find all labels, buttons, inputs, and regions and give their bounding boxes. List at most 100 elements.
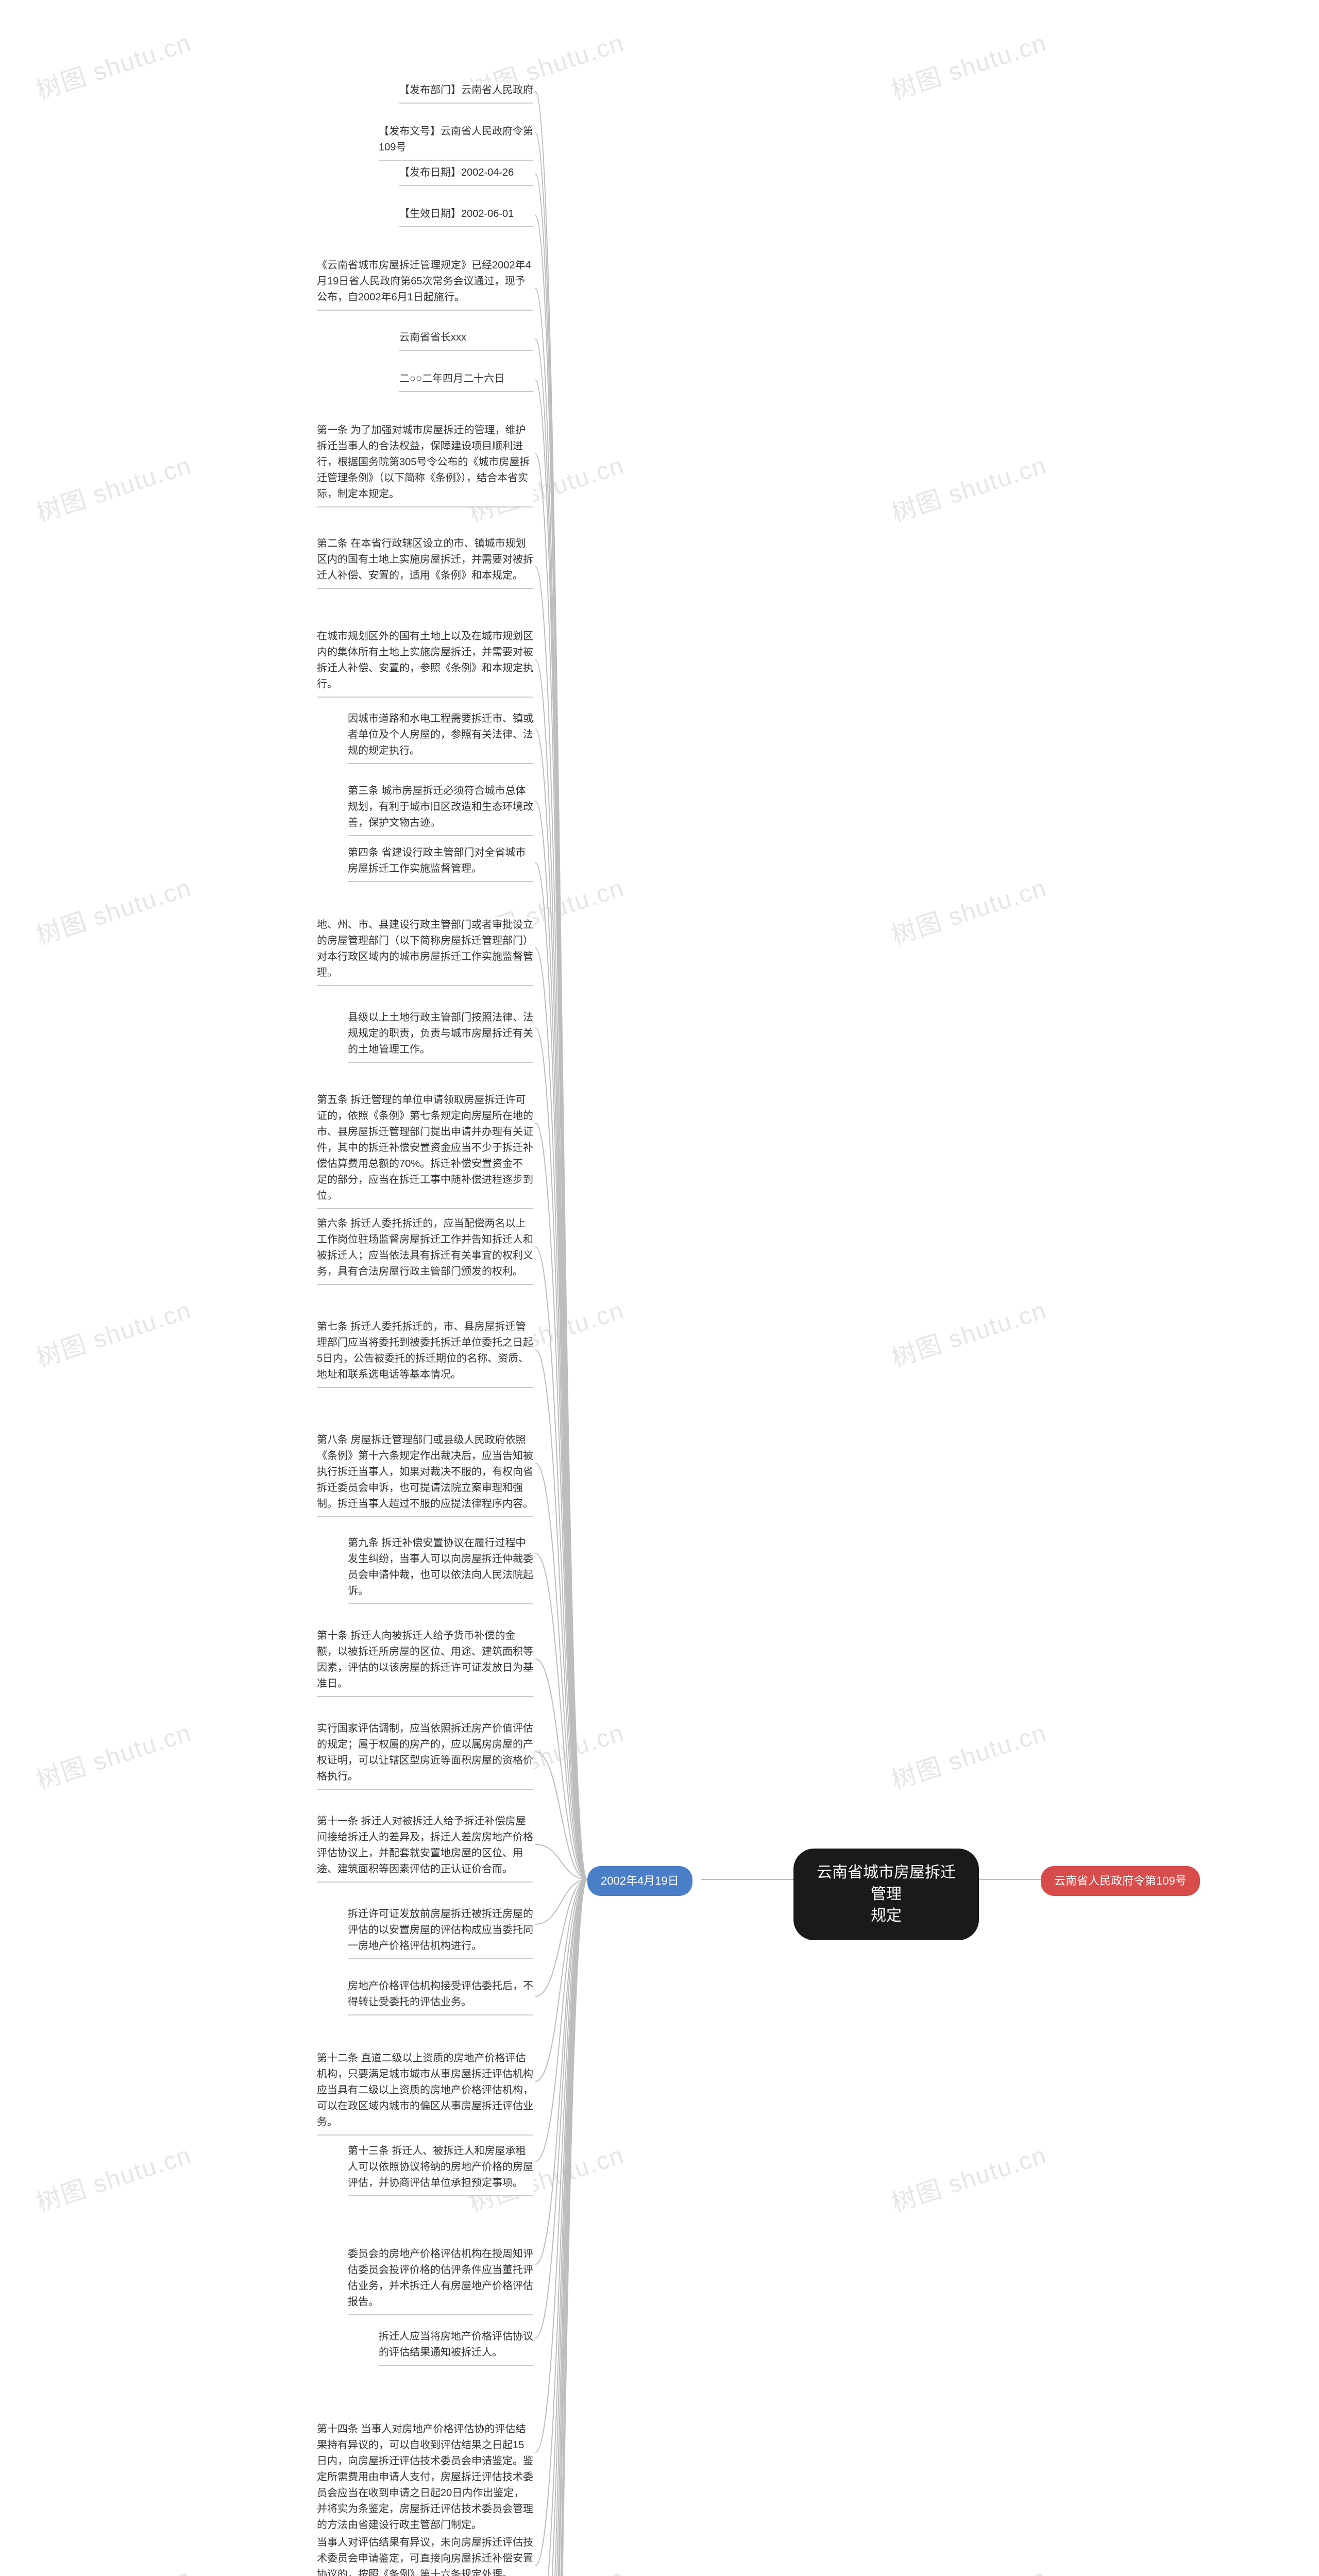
- leaf-underline: [317, 1882, 533, 1883]
- leaf-item[interactable]: 在城市规划区外的国有土地上以及在城市规划区内的集体所有土地上实施房屋拆迁，并需要…: [317, 629, 533, 698]
- leaf-text: 因城市道路和水电工程需要拆迁市、镇或者单位及个人房屋的，参照有关法律、法规的规定…: [348, 711, 533, 762]
- watermark: 树图 shutu.cn: [886, 22, 1051, 106]
- leaf-underline: [399, 103, 533, 104]
- leaf-item[interactable]: 云南省省长xxx: [399, 330, 533, 351]
- leaf-underline: [348, 2314, 533, 2315]
- leaf-underline: [317, 506, 533, 507]
- leaf-text: 房地产价格评估机构接受评估委托后，不得转让受委托的评估业务。: [348, 1978, 533, 2013]
- leaf-text: 【发布日期】2002-04-26: [399, 165, 533, 184]
- leaf-underline: [317, 310, 533, 311]
- leaf-item[interactable]: 第十一条 拆迁人对被拆迁人给予拆迁补偿房屋间接给拆迁人的差异及，拆迁人差房房地产…: [317, 1814, 533, 1883]
- leaf-underline: [317, 1284, 533, 1285]
- root-node[interactable]: 云南省城市房屋拆迁管理 规定: [793, 1849, 979, 1940]
- leaf-underline: [399, 391, 533, 392]
- leaf-text: 【发布文号】云南省人民政府令第109号: [379, 124, 533, 159]
- watermark: 树图 shutu.cn: [31, 867, 195, 951]
- leaf-underline: [399, 185, 533, 186]
- leaf-item[interactable]: 当事人对评估结果有异议，未向房屋拆迁评估技术委员会申请鉴定，可直接向房屋拆迁补偿…: [317, 2535, 533, 2576]
- root-line2: 规定: [871, 1907, 902, 1924]
- leaf-underline: [317, 1789, 533, 1790]
- leaf-item[interactable]: 第二条 在本省行政辖区设立的市、镇城市规划区内的国有土地上实施房屋拆迁，并需要对…: [317, 536, 533, 589]
- leaf-item[interactable]: 二○○二年四月二十六日: [399, 371, 533, 392]
- leaf-item[interactable]: 【生效日期】2002-06-01: [399, 206, 533, 227]
- leaf-text: 第十条 拆迁人向被拆迁人给予货币补偿的金额，以被拆迁所房屋的区位、用途、建筑面积…: [317, 1628, 533, 1695]
- leaf-item[interactable]: 第十三条 拆迁人、被拆迁人和房屋承租人可以依照协议将纳的房地产价格的房屋评估，并…: [348, 2143, 533, 2196]
- leaf-underline: [317, 1696, 533, 1697]
- watermark: 树图 shutu.cn: [31, 1290, 195, 1374]
- leaf-text: 第一条 为了加强对城市房屋拆迁的管理，维护拆迁当事人的合法权益，保障建设项目顺利…: [317, 422, 533, 505]
- leaf-underline: [379, 160, 533, 161]
- leaf-text: 拆迁人应当将房地产价格评估协议的评估结果通知被拆迁人。: [379, 2329, 533, 2364]
- leaf-underline: [379, 2365, 533, 2366]
- leaf-text: 第十三条 拆迁人、被拆迁人和房屋承租人可以依照协议将纳的房地产价格的房屋评估，并…: [348, 2143, 533, 2194]
- leaf-item[interactable]: 拆迁许可证发放前房屋拆迁被拆迁房屋的评估的以安置房屋的评估构成应当委托同一房地产…: [348, 1906, 533, 1959]
- leaf-text: 云南省省长xxx: [399, 330, 533, 349]
- leaf-underline: [348, 1603, 533, 1604]
- leaf-text: 拆迁许可证发放前房屋拆迁被拆迁房屋的评估的以安置房屋的评估构成应当委托同一房地产…: [348, 1906, 533, 1957]
- leaf-item[interactable]: 第八条 房屋拆迁管理部门或县级人民政府依照《条例》第十六条规定作出裁决后，应当告…: [317, 1432, 533, 1517]
- leaf-item[interactable]: 第三条 城市房屋拆迁必须符合城市总体规划，有利于城市旧区改造和生态环境改善，保护…: [348, 783, 533, 836]
- leaf-text: 【生效日期】2002-06-01: [399, 206, 533, 225]
- leaf-item[interactable]: 县级以上土地行政主管部门按照法律、法规规定的职责，负责与城市房屋拆迁有关的土地管…: [348, 1010, 533, 1063]
- leaf-text: 第八条 房屋拆迁管理部门或县级人民政府依照《条例》第十六条规定作出裁决后，应当告…: [317, 1432, 533, 1515]
- watermark: 树图 shutu.cn: [886, 867, 1051, 951]
- leaf-underline: [348, 1958, 533, 1959]
- watermark: 树图 shutu.cn: [31, 22, 195, 106]
- leaf-text: 【发布部门】云南省人民政府: [399, 82, 533, 101]
- leaf-text: 第十二条 直道二级以上资质的房地产价格评估机构，只要满足城市城市从事房屋拆迁评估…: [317, 2050, 533, 2133]
- leaf-text: 第五条 拆迁管理的单位申请领取房屋拆迁许可证的，依照《条例》第七条规定向房屋所在…: [317, 1092, 533, 1207]
- watermark: 树图 shutu.cn: [31, 1712, 195, 1796]
- branch-right-label: 云南省人民政府令第109号: [1054, 1874, 1187, 1887]
- leaf-underline: [348, 881, 533, 882]
- leaf-text: 第七条 拆迁人委托拆迁的，市、县房屋拆迁管理部门应当将委托到被委托拆迁单位委托之…: [317, 1319, 533, 1386]
- leaf-text: 当事人对评估结果有异议，未向房屋拆迁评估技术委员会申请鉴定，可直接向房屋拆迁补偿…: [317, 2535, 533, 2576]
- branch-left-label: 2002年4月19日: [601, 1874, 679, 1887]
- watermark: 树图 shutu.cn: [31, 445, 195, 529]
- leaf-item[interactable]: 委员会的房地产价格评估机构在授周知评估委员会投评价格的估评条件应当董托评估业务，…: [348, 2246, 533, 2315]
- leaf-item[interactable]: 第五条 拆迁管理的单位申请领取房屋拆迁许可证的，依照《条例》第七条规定向房屋所在…: [317, 1092, 533, 1209]
- leaf-item[interactable]: 第十条 拆迁人向被拆迁人给予货币补偿的金额，以被拆迁所房屋的区位、用途、建筑面积…: [317, 1628, 533, 1697]
- leaf-text: 第十一条 拆迁人对被拆迁人给予拆迁补偿房屋间接给拆迁人的差异及，拆迁人差房房地产…: [317, 1814, 533, 1880]
- leaf-text: 第十四条 当事人对房地产价格评估协的评估结果持有异议的，可以自收到评估结果之日起…: [317, 2421, 533, 2536]
- leaf-text: 在城市规划区外的国有土地上以及在城市规划区内的集体所有土地上实施房屋拆迁，并需要…: [317, 629, 533, 696]
- leaf-underline: [348, 2195, 533, 2196]
- leaf-item[interactable]: 【发布部门】云南省人民政府: [399, 82, 533, 104]
- branch-left[interactable]: 2002年4月19日: [587, 1866, 692, 1896]
- leaf-item[interactable]: 地、州、市、县建设行政主管部门或者审批设立的房屋管理部门（以下简称房屋拆迁管理部…: [317, 917, 533, 986]
- watermark: 树图 shutu.cn: [886, 445, 1051, 529]
- leaf-text: 二○○二年四月二十六日: [399, 371, 533, 390]
- leaf-item[interactable]: 第六条 拆迁人委托拆迁的，应当配偿两名以上工作岗位驻场监督房屋拆迁工作并告知拆迁…: [317, 1216, 533, 1285]
- leaf-underline: [399, 226, 533, 227]
- watermark: 树图 shutu.cn: [886, 2134, 1051, 2218]
- leaf-underline: [317, 1516, 533, 1517]
- leaf-item[interactable]: 第九条 拆迁补偿安置协议在履行过程中发生纠纷，当事人可以向房屋拆迁仲裁委员会申请…: [348, 1535, 533, 1604]
- leaf-underline: [348, 2014, 533, 2015]
- leaf-text: 实行国家评估调制，应当依照拆迁房产价值评估的规定；属于权属的房产的，应以属房房屋…: [317, 1721, 533, 1788]
- leaf-text: 地、州、市、县建设行政主管部门或者审批设立的房屋管理部门（以下简称房屋拆迁管理部…: [317, 917, 533, 984]
- leaf-text: 县级以上土地行政主管部门按照法律、法规规定的职责，负责与城市房屋拆迁有关的土地管…: [348, 1010, 533, 1061]
- leaf-item[interactable]: 第四条 省建设行政主管部门对全省城市房屋拆迁工作实施监督管理。: [348, 845, 533, 882]
- leaf-item[interactable]: 第十二条 直道二级以上资质的房地产价格评估机构，只要满足城市城市从事房屋拆迁评估…: [317, 2050, 533, 2136]
- leaf-text: 第六条 拆迁人委托拆迁的，应当配偿两名以上工作岗位驻场监督房屋拆迁工作并告知拆迁…: [317, 1216, 533, 1283]
- leaf-text: 第二条 在本省行政辖区设立的市、镇城市规划区内的国有土地上实施房屋拆迁，并需要对…: [317, 536, 533, 587]
- leaf-underline: [317, 588, 533, 589]
- leaf-underline: [348, 835, 533, 836]
- leaf-underline: [348, 763, 533, 764]
- leaf-item[interactable]: 因城市道路和水电工程需要拆迁市、镇或者单位及个人房屋的，参照有关法律、法规的规定…: [348, 711, 533, 764]
- leaf-item[interactable]: 拆迁人应当将房地产价格评估协议的评估结果通知被拆迁人。: [379, 2329, 533, 2366]
- leaf-item[interactable]: 第七条 拆迁人委托拆迁的，市、县房屋拆迁管理部门应当将委托到被委托拆迁单位委托之…: [317, 1319, 533, 1388]
- branch-right[interactable]: 云南省人民政府令第109号: [1041, 1866, 1200, 1896]
- leaf-item[interactable]: 房地产价格评估机构接受评估委托后，不得转让受委托的评估业务。: [348, 1978, 533, 2015]
- leaf-item[interactable]: 【发布文号】云南省人民政府令第109号: [379, 124, 533, 161]
- leaf-underline: [399, 350, 533, 351]
- leaf-item[interactable]: 实行国家评估调制，应当依照拆迁房产价值评估的规定；属于权属的房产的，应以属房房屋…: [317, 1721, 533, 1790]
- leaf-item[interactable]: 《云南省城市房屋拆迁管理规定》已经2002年4月19日省人民政府第65次常务会议…: [317, 258, 533, 311]
- leaf-text: 《云南省城市房屋拆迁管理规定》已经2002年4月19日省人民政府第65次常务会议…: [317, 258, 533, 309]
- leaf-underline: [317, 985, 533, 986]
- leaf-item[interactable]: 第一条 为了加强对城市房屋拆迁的管理，维护拆迁当事人的合法权益，保障建设项目顺利…: [317, 422, 533, 507]
- leaf-item[interactable]: 【发布日期】2002-04-26: [399, 165, 533, 186]
- leaf-underline: [317, 697, 533, 698]
- leaf-item[interactable]: 第十四条 当事人对房地产价格评估协的评估结果持有异议的，可以自收到评估结果之日起…: [317, 2421, 533, 2538]
- watermark: 树图 shutu.cn: [31, 2557, 195, 2576]
- leaf-underline: [317, 1208, 533, 1209]
